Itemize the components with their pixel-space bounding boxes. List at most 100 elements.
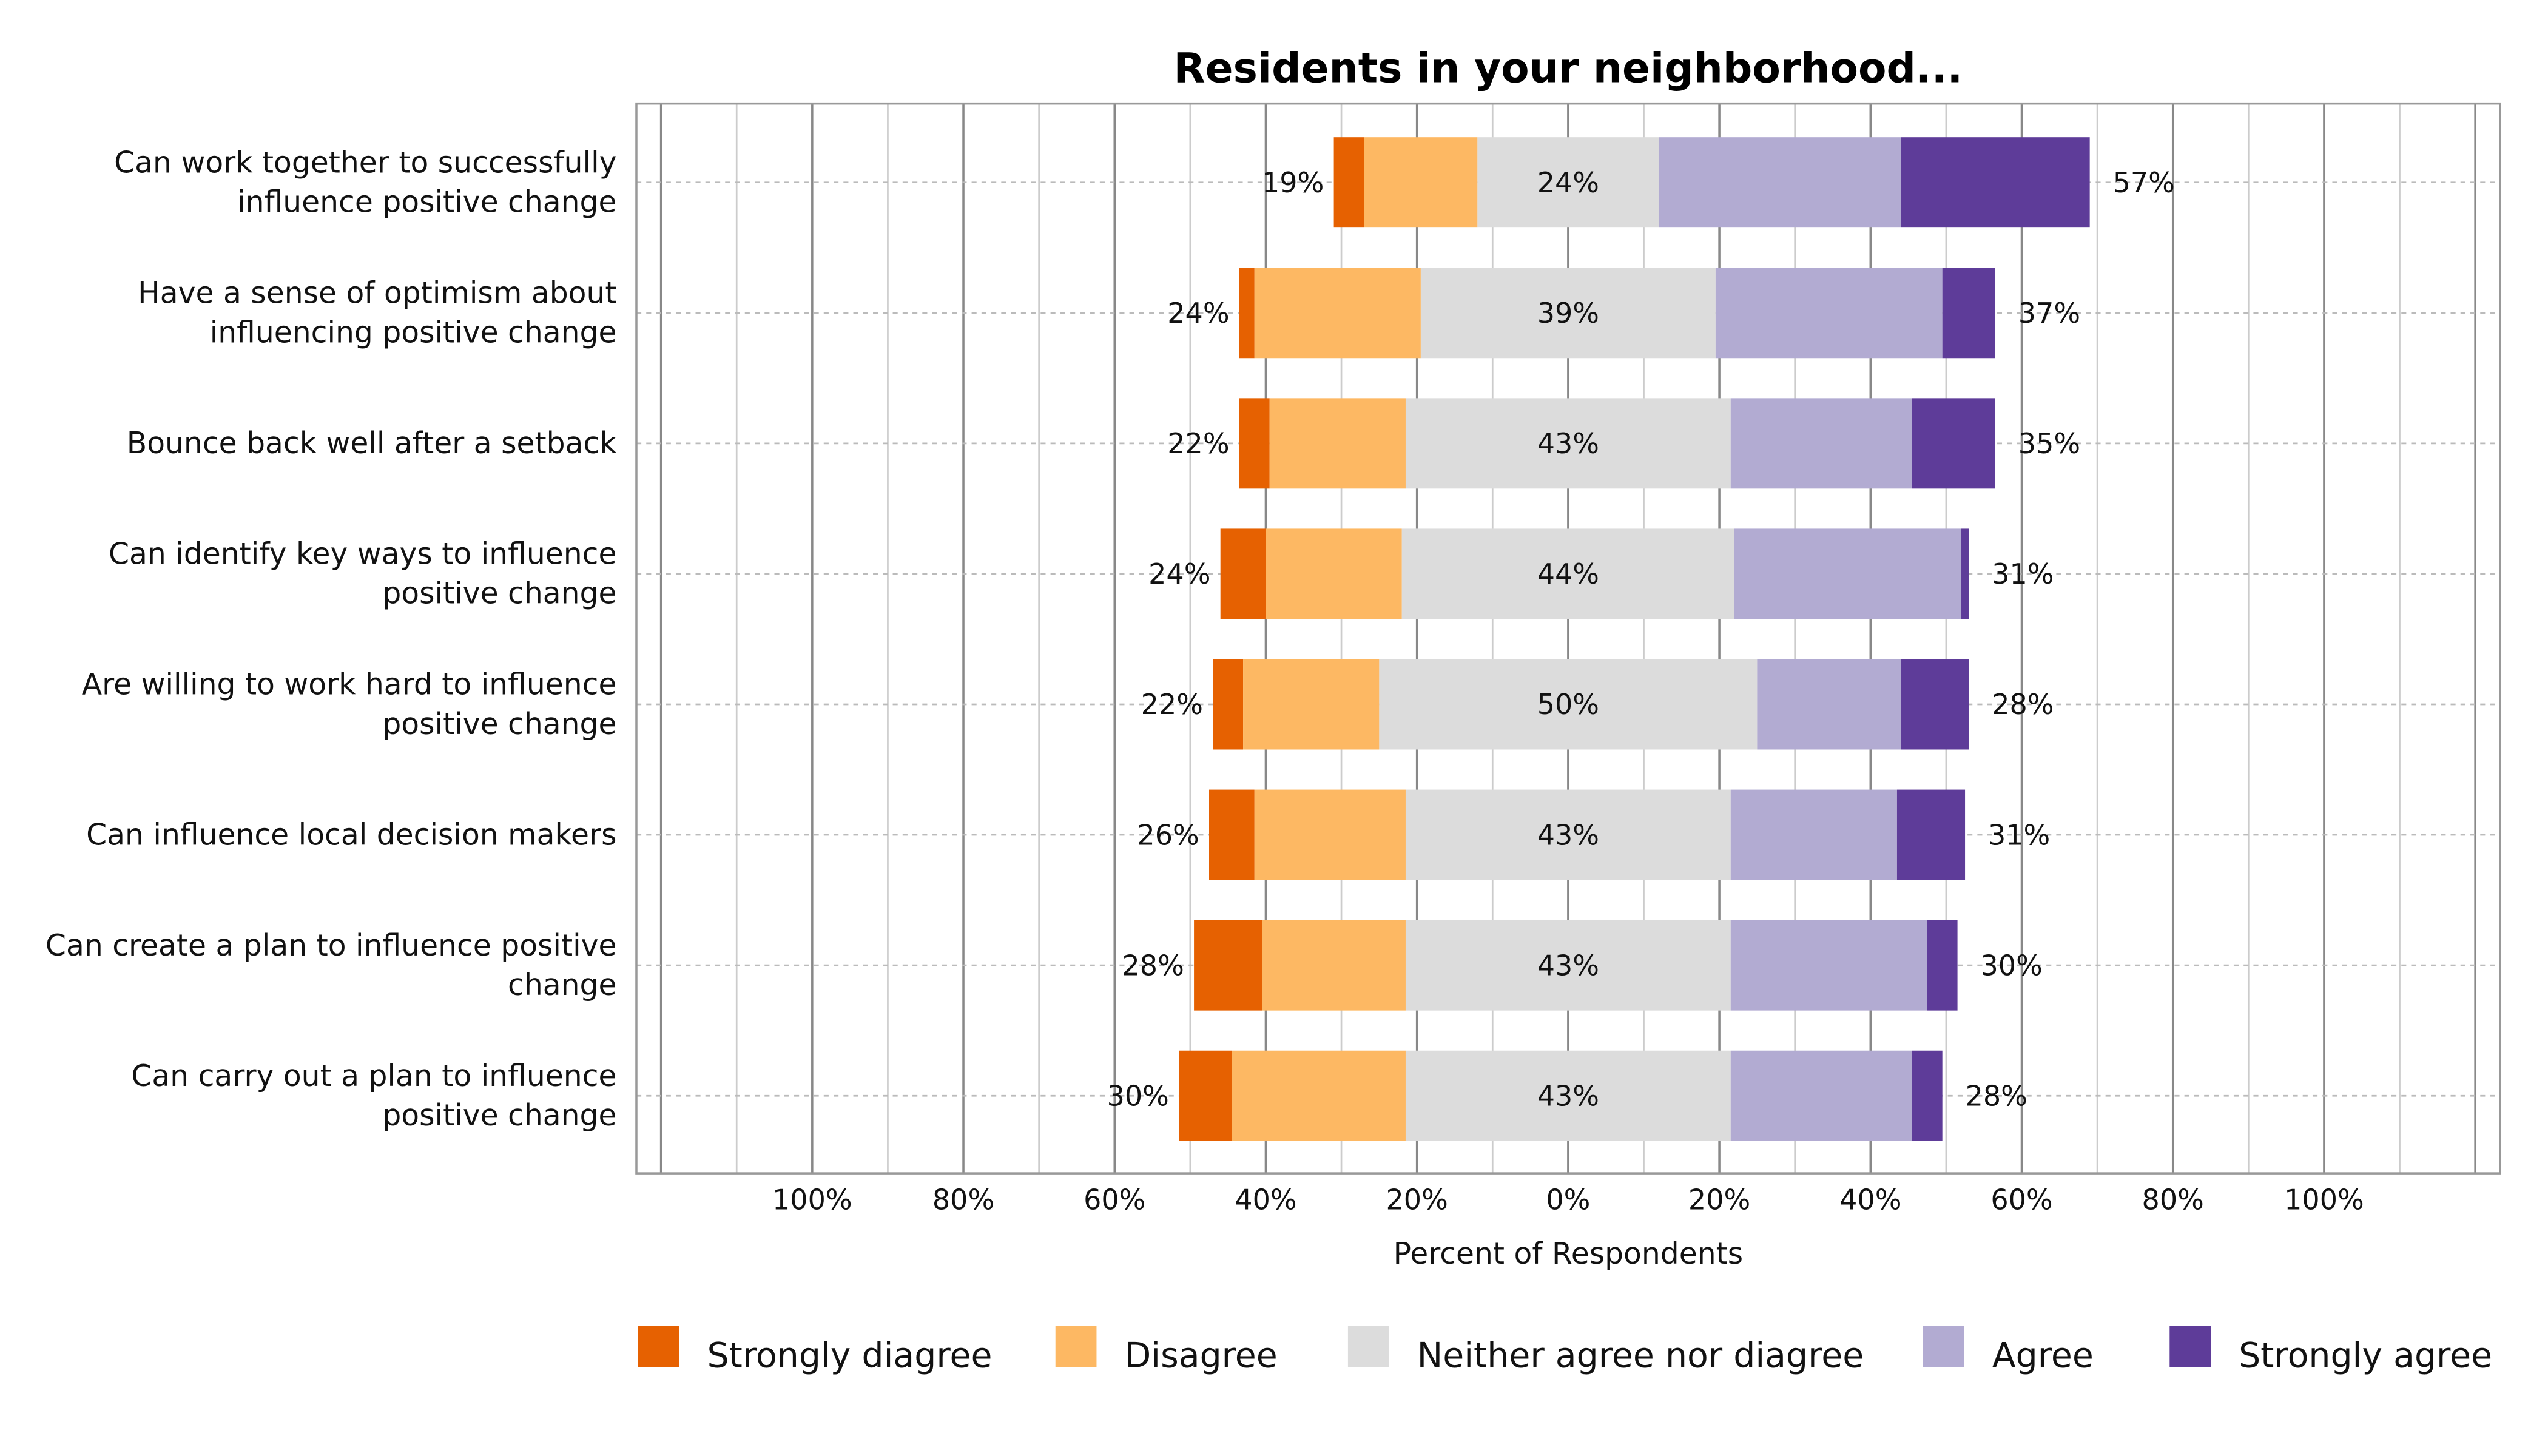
category-label: Bounce back well after a setback: [127, 426, 617, 460]
bar-disagree: [1232, 1050, 1406, 1141]
x-tick-label: 60%: [1990, 1184, 2052, 1216]
bar-strongly-disagree: [1220, 528, 1266, 619]
bar-strongly-disagree: [1239, 268, 1255, 359]
x-tick-label: 40%: [1235, 1184, 1296, 1216]
x-tick-label: 80%: [2142, 1184, 2204, 1216]
bar-strongly-agree: [1927, 920, 1958, 1011]
label-disagree-total: 28%: [1122, 949, 1184, 982]
category-label: Can influence local decision makers: [86, 818, 616, 852]
bar-strongly-disagree: [1333, 137, 1364, 228]
label-agree-total: 31%: [1992, 558, 2054, 590]
category-label: positive change: [382, 707, 616, 741]
category-label: Can identify key ways to influence: [109, 538, 617, 571]
label-neutral: 43%: [1537, 1079, 1599, 1112]
bar-neutral: [1420, 268, 1716, 359]
bar-disagree: [1364, 137, 1478, 228]
legend-swatch-strongly-disagree: [638, 1326, 679, 1367]
label-agree-total: 28%: [1992, 688, 2054, 721]
bar-agree: [1730, 398, 1912, 489]
bar-strongly-agree: [1912, 1050, 1943, 1141]
label-neutral: 50%: [1537, 688, 1599, 721]
x-tick-label: 100%: [2284, 1184, 2364, 1216]
label-disagree-total: 22%: [1141, 688, 1203, 721]
bar-neutral: [1405, 1050, 1731, 1141]
label-neutral: 43%: [1537, 818, 1599, 851]
bar-disagree: [1269, 398, 1406, 489]
category-label: Can work together to successfully: [114, 146, 616, 180]
bar-disagree: [1262, 920, 1406, 1011]
x-tick-label: 20%: [1386, 1184, 1448, 1216]
category-label: influencing positive change: [210, 316, 617, 350]
bar-agree: [1730, 789, 1897, 880]
category-label: Can create a plan to influence positive: [46, 929, 617, 963]
label-agree-total: 31%: [1988, 818, 2050, 851]
category-label: Can carry out a plan to influence: [131, 1059, 616, 1093]
x-tick-label: 100%: [772, 1184, 852, 1216]
label-disagree-total: 24%: [1148, 558, 1210, 590]
category-label: influence positive change: [237, 185, 616, 219]
legend-label-neutral: Neither agree nor diagree: [1417, 1336, 1864, 1376]
bar-agree: [1734, 528, 1961, 619]
label-neutral: 43%: [1537, 949, 1599, 982]
label-disagree-total: 24%: [1167, 297, 1229, 329]
x-tick-labels: 100% 80% 60% 40% 20% 0% 20% 40% 60% 80% 100%: [772, 1184, 2364, 1216]
bar-strongly-agree: [1901, 659, 1969, 750]
legend: Strongly diagree Disagree Neither agree no…: [638, 1326, 2492, 1376]
legend-label-disagree: Disagree: [1124, 1336, 1277, 1376]
bar-agree: [1730, 920, 1927, 1011]
bar-neutral: [1379, 659, 1758, 750]
label-disagree-total: 30%: [1107, 1079, 1169, 1112]
legend-swatch-disagree: [1055, 1326, 1097, 1367]
label-agree-total: 57%: [2113, 166, 2175, 199]
bar-agree: [1659, 137, 1901, 228]
legend-label-strongly-disagree: Strongly diagree: [707, 1336, 992, 1376]
bar-strongly-agree: [1896, 789, 1966, 880]
bar-agree: [1730, 1050, 1912, 1141]
legend-label-agree: Agree: [1992, 1336, 2094, 1376]
legend-swatch-agree: [1923, 1326, 1964, 1367]
bar-strongly-agree: [1901, 137, 2090, 228]
category-label: positive change: [382, 577, 616, 611]
bar-strongly-disagree: [1194, 920, 1262, 1011]
plot-frame: [635, 102, 2501, 1175]
bar-strongly-disagree: [1179, 1050, 1232, 1141]
label-disagree-total: 26%: [1137, 818, 1199, 851]
label-neutral: 44%: [1537, 558, 1599, 590]
label-disagree-total: 22%: [1167, 427, 1229, 460]
gridlines: [636, 103, 2500, 1174]
x-tick-label: 60%: [1084, 1184, 1145, 1216]
x-axis-label: Percent of Respondents: [1394, 1237, 1744, 1271]
category-label: Have a sense of optimism about: [138, 277, 616, 311]
label-neutral: 43%: [1537, 427, 1599, 460]
category-label: change: [508, 968, 616, 1002]
bar-strongly-disagree: [1239, 398, 1270, 489]
label-neutral: 24%: [1537, 166, 1599, 199]
bar-agree: [1715, 268, 1943, 359]
category-label: positive change: [382, 1099, 616, 1133]
label-agree-total: 30%: [1981, 949, 2043, 982]
bar-strongly-agree: [1942, 268, 1995, 359]
bars: 19% 24% 57% 24% 39% 37% 22% 43% 35% 24% 44% 31% 22% 5…: [1107, 137, 2175, 1141]
label-agree-total: 37%: [2018, 297, 2080, 329]
bar-strongly-disagree: [1213, 659, 1244, 750]
legend-swatch-strongly-agree: [2169, 1326, 2211, 1367]
bar-strongly-agree: [1961, 528, 1969, 619]
chart-title: Residents in your neighborhood...: [1174, 44, 1963, 92]
bar-neutral: [1405, 789, 1731, 880]
bar-disagree: [1243, 659, 1380, 750]
x-tick-label: 20%: [1688, 1184, 1750, 1216]
legend-label-strongly-agree: Strongly agree: [2239, 1336, 2492, 1376]
bar-agree: [1757, 659, 1901, 750]
bar-neutral: [1477, 137, 1659, 228]
x-tick-label: 40%: [1839, 1184, 1901, 1216]
bar-strongly-disagree: [1209, 789, 1255, 880]
label-agree-total: 28%: [1966, 1079, 2027, 1112]
bar-neutral: [1401, 528, 1735, 619]
bar-disagree: [1254, 789, 1406, 880]
bar-strongly-agree: [1912, 398, 1995, 489]
x-tick-label: 0%: [1546, 1184, 1590, 1216]
x-tick-label: 80%: [932, 1184, 994, 1216]
category-label: Are willing to work hard to influence: [82, 668, 617, 702]
bar-disagree: [1254, 268, 1421, 359]
